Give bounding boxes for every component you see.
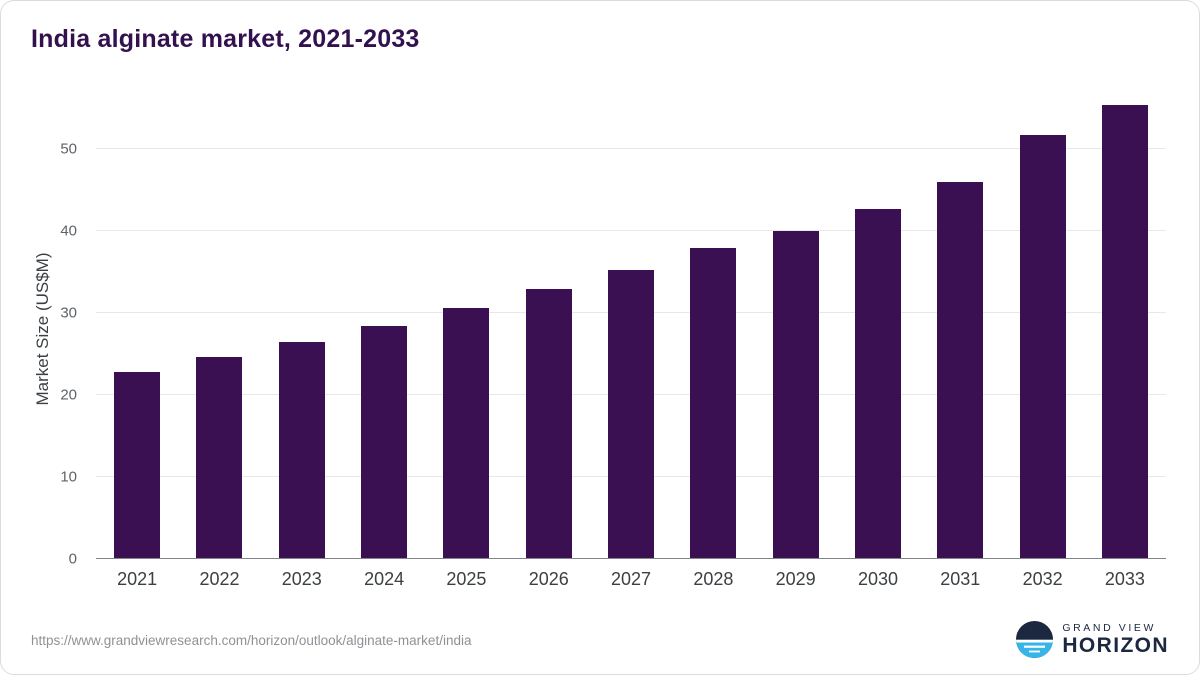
x-label-2030: 2030 [857, 569, 898, 589]
x-label-2028: 2028 [693, 569, 734, 589]
bar-slot-2028 [672, 96, 754, 559]
horizon-logo-icon [1016, 621, 1054, 658]
bar-slot-2030 [837, 96, 919, 559]
bar-slot-2025 [425, 96, 507, 559]
bar-slot-2023 [261, 96, 343, 559]
y-tick-0: 0 [68, 550, 77, 568]
x-label-2022: 2022 [199, 569, 240, 589]
bar-2024 [361, 326, 408, 559]
bar-slot-2032 [1001, 96, 1083, 559]
bar-slot-2027 [590, 96, 672, 559]
bar-slot-2022 [178, 96, 260, 559]
bar-2027 [608, 269, 655, 559]
brand-logo: GRAND VIEW HORIZON [1016, 621, 1169, 658]
x-label-2025: 2025 [446, 569, 487, 589]
y-axis-ticks: 0 10 20 30 40 50 [1, 96, 89, 568]
x-axis-labels: 2021 2022 2023 2024 2025 2026 2027 2028 2029 2030… [96, 569, 1166, 590]
bar-slot-2026 [508, 96, 590, 559]
x-label-2032: 2032 [1022, 569, 1063, 589]
bar-2028 [690, 247, 737, 559]
bar-2021 [114, 372, 161, 559]
bars-container [96, 96, 1166, 559]
y-tick-20: 20 [60, 386, 77, 404]
bar-2029 [772, 231, 819, 559]
x-axis-baseline [96, 558, 1166, 559]
logo-line2: HORIZON [1062, 634, 1169, 658]
gridline-50 [96, 148, 1166, 150]
x-label-2027: 2027 [611, 569, 652, 589]
x-label-2029: 2029 [775, 569, 816, 589]
bar-2023 [278, 341, 325, 559]
plot-area [96, 96, 1166, 559]
bar-2031 [937, 182, 984, 559]
logo-text: GRAND VIEW HORIZON [1062, 622, 1169, 658]
y-tick-40: 40 [60, 222, 77, 240]
gridline-40 [96, 230, 1166, 232]
x-label-2023: 2023 [281, 569, 322, 589]
y-tick-10: 10 [60, 468, 77, 486]
x-label-2021: 2021 [117, 569, 158, 589]
bar-slot-2024 [343, 96, 425, 559]
x-label-2024: 2024 [364, 569, 405, 589]
y-tick-50: 50 [60, 140, 77, 158]
x-label-2033: 2033 [1104, 569, 1145, 589]
x-label-2031: 2031 [940, 569, 981, 589]
source-url: https://www.grandviewresearch.com/horizo… [31, 633, 472, 648]
bar-slot-2021 [96, 96, 178, 559]
bar-2026 [525, 289, 572, 559]
logo-line1: GRAND VIEW [1062, 621, 1157, 634]
bar-2030 [854, 209, 901, 559]
bar-slot-2033 [1084, 96, 1166, 559]
bar-2025 [443, 308, 490, 559]
chart-title: India alginate market, 2021-2033 [31, 25, 420, 53]
bar-2022 [196, 357, 243, 559]
bar-2033 [1101, 105, 1148, 559]
x-label-2026: 2026 [528, 569, 569, 589]
y-tick-30: 30 [60, 304, 77, 322]
bar-slot-2031 [919, 96, 1001, 559]
bar-slot-2029 [755, 96, 837, 559]
bar-2032 [1019, 135, 1066, 559]
